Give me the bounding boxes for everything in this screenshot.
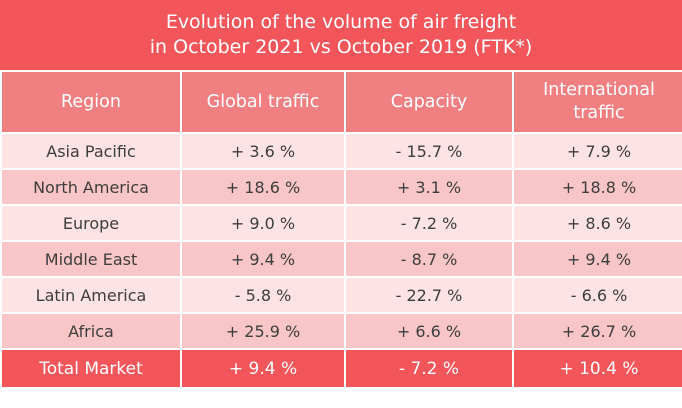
total-international-traffic-cell: + 10.4 % [514,350,682,387]
table-row: Europe + 9.0 % - 7.2 % + 8.6 % [2,206,682,240]
international-traffic-cell: + 18.8 % [514,170,682,204]
table-row: North America + 18.6 % + 3.1 % + 18.8 % [2,170,682,204]
region-cell: Latin America [2,278,180,312]
total-row: Total Market + 9.4 % - 7.2 % + 10.4 % [2,350,682,387]
total-capacity-cell: - 7.2 % [346,350,512,387]
total-global-traffic-cell: + 9.4 % [182,350,344,387]
header-region: Region [2,72,180,132]
capacity-cell: + 6.6 % [346,314,512,348]
header-row: Region Global traffic Capacity Internati… [2,72,682,132]
capacity-cell: + 3.1 % [346,170,512,204]
region-cell: Europe [2,206,180,240]
header-capacity: Capacity [346,72,512,132]
international-traffic-cell: + 9.4 % [514,242,682,276]
international-traffic-cell: + 26.7 % [514,314,682,348]
capacity-cell: - 7.2 % [346,206,512,240]
table-row: Middle East + 9.4 % - 8.7 % + 9.4 % [2,242,682,276]
global-traffic-cell: + 9.4 % [182,242,344,276]
capacity-cell: - 15.7 % [346,134,512,168]
total-region-cell: Total Market [2,350,180,387]
region-cell: Asia Pacific [2,134,180,168]
header-global-traffic: Global traffic [182,72,344,132]
international-traffic-cell: + 7.9 % [514,134,682,168]
capacity-cell: - 8.7 % [346,242,512,276]
region-cell: Africa [2,314,180,348]
capacity-cell: - 22.7 % [346,278,512,312]
table-row: Latin America - 5.8 % - 22.7 % - 6.6 % [2,278,682,312]
global-traffic-cell: + 3.6 % [182,134,344,168]
global-traffic-cell: + 25.9 % [182,314,344,348]
global-traffic-cell: - 5.8 % [182,278,344,312]
title-line-2: in October 2021 vs October 2019 (FTK*) [149,36,533,58]
table-row: Asia Pacific + 3.6 % - 15.7 % + 7.9 % [2,134,682,168]
table-body: Asia Pacific + 3.6 % - 15.7 % + 7.9 % No… [2,134,682,348]
header-international-traffic: International traffic [514,72,682,132]
global-traffic-cell: + 9.0 % [182,206,344,240]
table-title: Evolution of the volume of air freight i… [0,0,682,70]
region-cell: Middle East [2,242,180,276]
freight-table: Region Global traffic Capacity Internati… [0,70,682,389]
title-line-1: Evolution of the volume of air freight [165,11,517,33]
table-row: Africa + 25.9 % + 6.6 % + 26.7 % [2,314,682,348]
global-traffic-cell: + 18.6 % [182,170,344,204]
international-traffic-cell: + 8.6 % [514,206,682,240]
region-cell: North America [2,170,180,204]
international-traffic-cell: - 6.6 % [514,278,682,312]
